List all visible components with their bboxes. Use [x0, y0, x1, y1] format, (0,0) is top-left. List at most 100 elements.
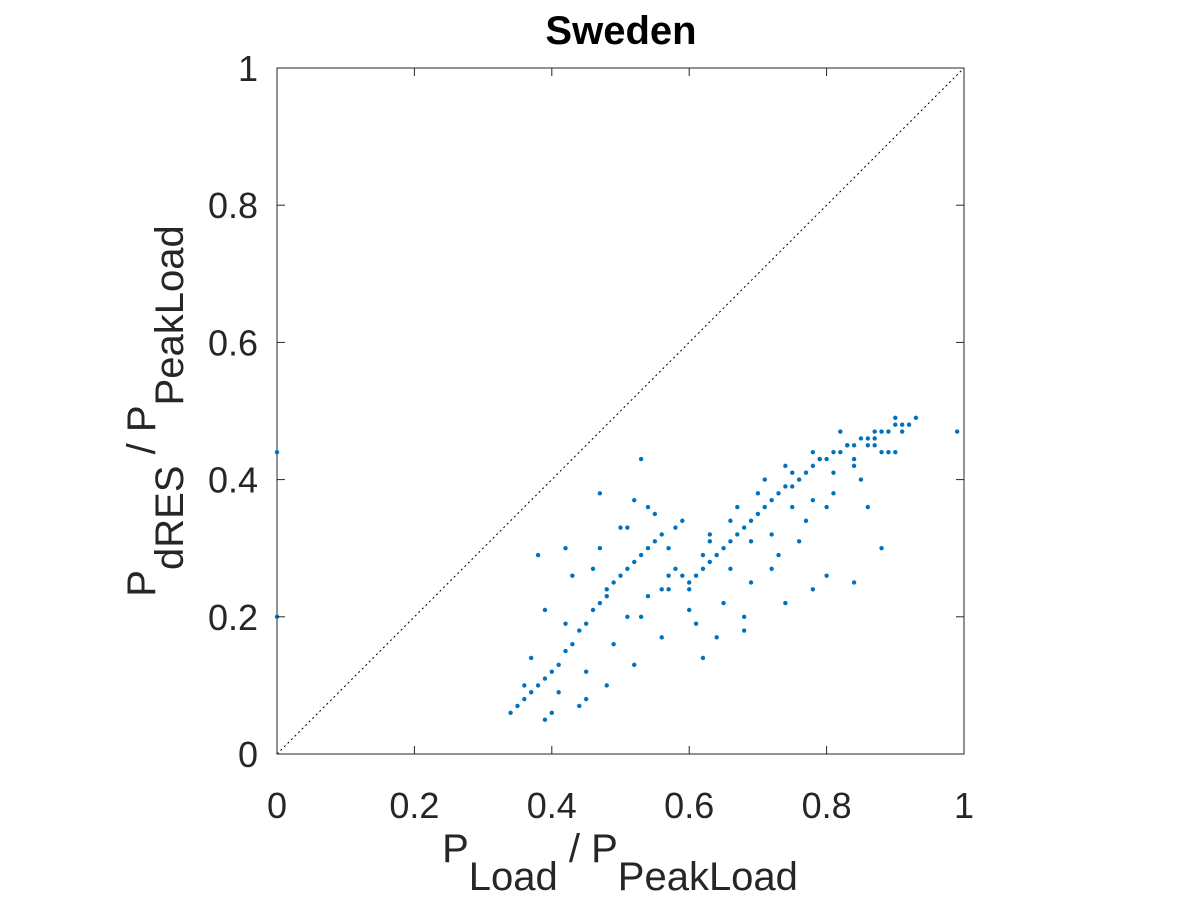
data-point	[515, 703, 520, 709]
chart-title: Sweden	[545, 9, 696, 53]
data-point	[583, 621, 589, 626]
data-point	[625, 525, 630, 530]
data-point	[590, 607, 596, 613]
data-point	[522, 683, 527, 688]
data-point	[831, 491, 836, 496]
data-point	[700, 552, 706, 558]
data-point	[851, 443, 857, 448]
data-point	[790, 484, 795, 489]
x-axis-label-sub: Load	[469, 855, 558, 899]
data-point	[611, 580, 616, 585]
data-point	[659, 587, 664, 592]
x-tick-label: 0.4	[527, 785, 577, 826]
data-point	[618, 525, 623, 530]
data-point	[755, 491, 761, 496]
data-point	[728, 518, 733, 523]
data-point	[748, 580, 754, 585]
x-tick-label: 0.6	[664, 785, 714, 826]
data-point	[680, 573, 685, 578]
data-point	[563, 648, 568, 654]
data-point	[611, 642, 616, 647]
data-point	[632, 559, 637, 565]
data-point	[645, 594, 651, 599]
data-point	[893, 415, 898, 421]
data-point	[625, 614, 630, 619]
data-point	[879, 546, 884, 551]
data-point	[893, 422, 898, 427]
data-point	[590, 566, 596, 571]
data-point	[632, 662, 637, 668]
data-point	[687, 580, 692, 585]
x-axis-ticks: 0 0.2 0.4 0.6 0.8 1	[267, 68, 974, 826]
data-point	[810, 463, 816, 469]
y-axis-label: PdRES / PPeakLoad	[120, 225, 192, 596]
data-point	[597, 491, 603, 496]
data-point	[783, 463, 788, 469]
data-point	[748, 518, 754, 523]
data-point	[817, 456, 822, 462]
data-point	[700, 655, 706, 661]
data-point	[563, 546, 568, 551]
data-point	[673, 566, 678, 571]
data-point	[659, 532, 664, 537]
data-point	[810, 587, 816, 592]
data-point	[583, 669, 589, 674]
y-tick-label: 0.8	[208, 185, 258, 226]
data-point	[673, 525, 678, 530]
data-point	[879, 449, 884, 455]
data-point	[762, 477, 767, 482]
x-tick-label: 0.2	[389, 785, 439, 826]
data-point	[645, 546, 651, 551]
data-point	[906, 422, 912, 427]
data-point	[528, 690, 534, 695]
data-point	[769, 532, 774, 537]
data-point	[563, 621, 568, 626]
data-point	[604, 683, 609, 688]
data-point	[803, 518, 809, 523]
data-point	[741, 628, 747, 633]
data-point	[659, 635, 664, 640]
data-point	[714, 552, 719, 558]
data-point	[872, 429, 877, 434]
data-point	[838, 429, 843, 434]
data-point	[577, 628, 582, 633]
data-point	[899, 422, 905, 427]
data-point	[810, 497, 816, 503]
data-point	[858, 436, 864, 441]
data-point	[796, 477, 802, 482]
data-point	[735, 532, 740, 537]
plot-area	[274, 67, 965, 755]
data-point	[707, 532, 713, 537]
data-point	[714, 635, 719, 640]
data-point	[741, 614, 747, 619]
data-point	[707, 539, 713, 544]
data-point	[899, 429, 905, 434]
data-point	[831, 449, 836, 455]
data-point	[851, 463, 857, 469]
x-tick-label: 1	[954, 785, 974, 826]
data-point	[721, 546, 726, 551]
data-point	[824, 573, 829, 578]
data-point	[570, 642, 575, 647]
data-point	[735, 504, 740, 510]
y-axis-label-sub2: PeakLoad	[148, 225, 192, 405]
data-point	[556, 662, 561, 668]
data-point	[597, 546, 603, 551]
data-point	[638, 552, 644, 558]
data-point	[790, 470, 795, 475]
data-point	[721, 600, 726, 606]
data-point	[666, 546, 671, 551]
data-point	[879, 429, 884, 434]
data-point	[542, 607, 548, 613]
data-point	[693, 621, 699, 626]
data-point	[783, 600, 788, 606]
data-point	[865, 436, 871, 441]
data-point	[824, 504, 829, 510]
data-point	[776, 491, 781, 496]
data-point	[728, 539, 733, 544]
data-point	[831, 470, 836, 475]
data-point	[542, 717, 548, 722]
data-point	[865, 443, 871, 448]
data-point	[625, 566, 630, 571]
